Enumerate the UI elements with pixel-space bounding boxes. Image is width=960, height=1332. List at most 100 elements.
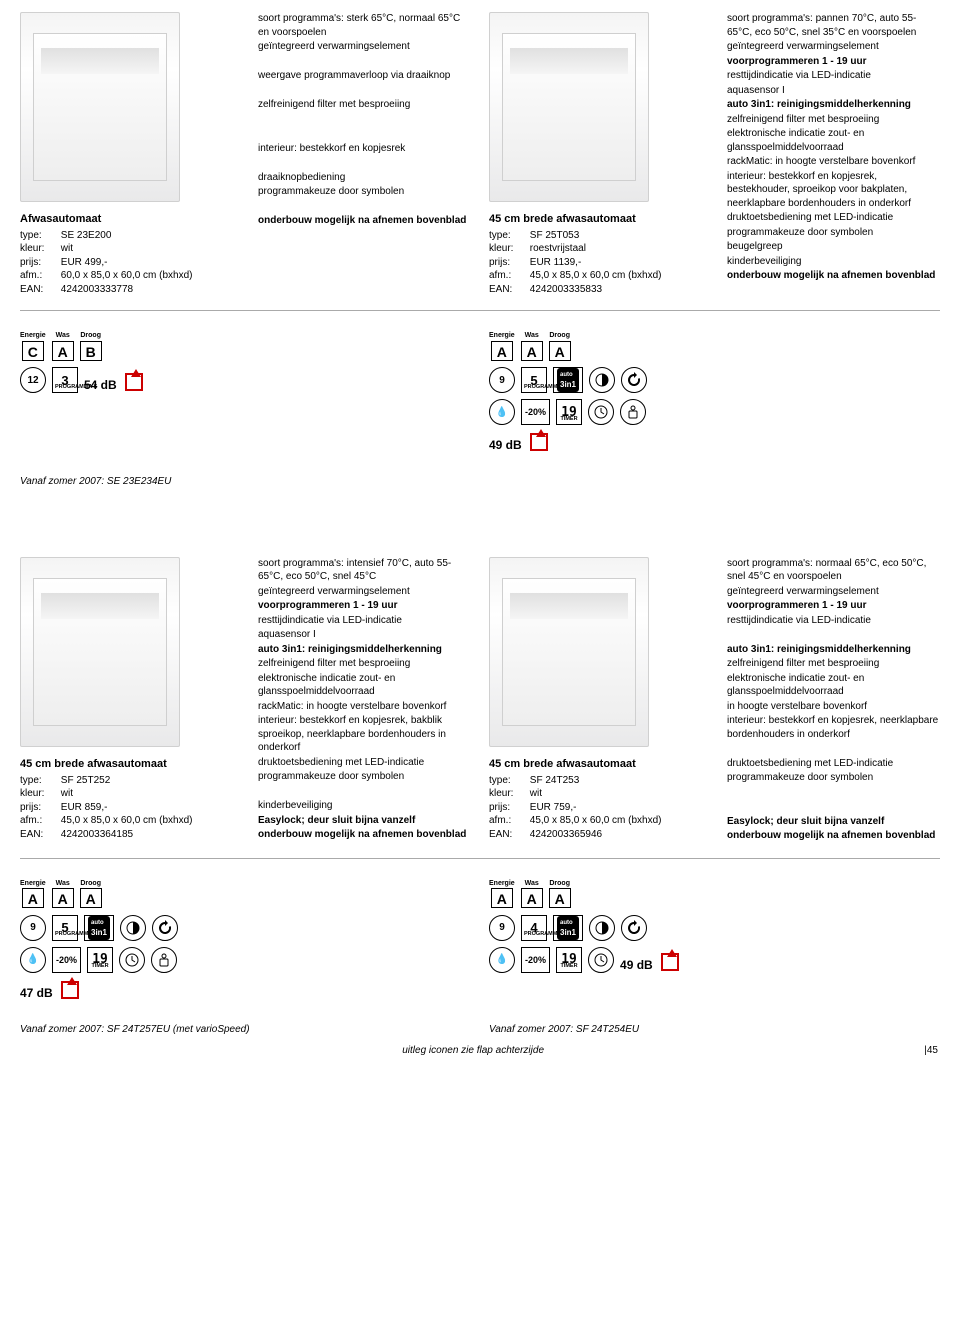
product-meta: type: SF 25T053 kleur: roestvrijstaal pr… <box>489 229 709 297</box>
meta-value: wit <box>61 788 73 799</box>
upper-notes-row: Vanaf zomer 2007: SE 23E234EU <box>20 461 940 489</box>
divider <box>20 310 940 311</box>
minus20-icon: -20% <box>521 947 550 973</box>
product-title: 45 cm brede afwasautomaat <box>489 212 709 227</box>
meta-value: 4242003335833 <box>530 284 602 295</box>
timer-icon: 19TIMER <box>87 947 113 973</box>
efficiency-droog-icon: DroogB <box>80 331 102 361</box>
meta-label: afm.: <box>20 814 58 828</box>
description-line: elektronische indicatie zout- en glanssp… <box>727 127 940 154</box>
description-line: voorprogrammeren 1 - 19 uur <box>727 599 940 613</box>
meta-value: 45,0 x 85,0 x 60,0 cm (bxhxd) <box>530 270 662 281</box>
efficiency-energie-icon: EnergieA <box>489 331 515 361</box>
programs-count-icon: 5PROGRAMMA'S <box>52 915 78 941</box>
product-1-icons: EnergieCWasADroogB123PROGRAMMA'S54 dB <box>20 325 471 453</box>
meta-label: kleur: <box>20 787 58 801</box>
product-2-icons: EnergieAWasADroogA95PROGRAMMA'Sauto3in1💧… <box>489 325 940 453</box>
description-line: beugelgreep <box>727 240 940 254</box>
meta-value: EUR 1139,- <box>530 257 582 268</box>
overflow-protection-icon <box>123 371 145 393</box>
description-line: resttijdindicatie via LED-indicatie <box>258 614 471 628</box>
meta-value: 4242003333778 <box>61 284 133 295</box>
meta-label: EAN: <box>20 283 58 297</box>
description-line <box>258 200 471 214</box>
description-line: zelfreinigend filter met besproeiing <box>258 657 471 671</box>
description-line: kinderbeveiliging <box>727 255 940 269</box>
description-line: auto 3in1: reinigingsmiddelherkenning <box>727 98 940 112</box>
meta-label: prijs: <box>489 801 527 815</box>
description-line: elektronische indicatie zout- en glanssp… <box>727 672 940 699</box>
meta-value: SF 25T252 <box>61 775 110 786</box>
auto-3in1-icon: auto3in1 <box>553 915 583 941</box>
product-title: 45 cm brede afwasautomaat <box>489 757 709 772</box>
lower-icons-row: EnergieAWasADroogA95PROGRAMMA'Sauto3in1💧… <box>20 873 940 1001</box>
efficiency-droog-icon: DroogA <box>549 879 571 909</box>
description-line <box>258 156 471 170</box>
description-line: soort programma's: intensief 70°C, auto … <box>258 557 471 584</box>
efficiency-energie-icon: EnergieA <box>20 879 46 909</box>
description-line: zelfreinigend filter met besproeiing <box>258 98 471 112</box>
footer-caption: uitleg iconen zie flap achterzijde <box>402 1044 544 1058</box>
product-note: Vanaf zomer 2007: SE 23E234EU <box>20 475 471 489</box>
product-note: Vanaf zomer 2007: SF 24T254EU <box>489 1023 940 1037</box>
description-line: druktoetsbediening met LED-indicatie <box>727 757 940 771</box>
efficiency-was-icon: WasA <box>52 331 74 361</box>
product-1-desc: soort programma's: sterk 65°C, normaal 6… <box>258 12 471 296</box>
meta-value: EUR 759,- <box>530 802 577 813</box>
meta-label: afm.: <box>489 814 527 828</box>
page-number: |45 <box>924 1044 938 1058</box>
meta-label: prijs: <box>20 256 58 270</box>
meta-value: 45,0 x 85,0 x 60,0 cm (bxhxd) <box>530 815 662 826</box>
meta-value: 45,0 x 85,0 x 60,0 cm (bxhxd) <box>61 815 193 826</box>
description-line <box>258 84 471 98</box>
meta-value: SF 24T253 <box>530 775 579 786</box>
meta-label: kleur: <box>20 242 58 256</box>
timer-icon: 19TIMER <box>556 399 582 425</box>
product-3-icons: EnergieAWasADroogA95PROGRAMMA'Sauto3in1💧… <box>20 873 471 1001</box>
product-title: Afwasautomaat <box>20 212 240 227</box>
divider <box>20 858 940 859</box>
product-meta: type: SF 24T253 kleur: wit prijs: EUR 75… <box>489 774 709 842</box>
overflow-protection-icon <box>528 431 550 453</box>
product-4-desc: soort programma's: normaal 65°C, eco 50°… <box>727 557 940 844</box>
description-line: druktoetsbediening met LED-indicatie <box>258 756 471 770</box>
meta-value: SF 25T053 <box>530 230 579 241</box>
efficiency-energie-icon: EnergieA <box>489 879 515 909</box>
liters-icon: 12 <box>20 367 46 393</box>
meta-value: EUR 859,- <box>61 802 108 813</box>
description-line: weergave programmaverloop via draaiknop <box>258 69 471 83</box>
meta-label: type: <box>20 229 58 243</box>
description-line: auto 3in1: reinigingsmiddelherkenning <box>727 643 940 657</box>
description-line: aquasensor I <box>727 84 940 98</box>
description-line: auto 3in1: reinigingsmiddelherkenning <box>258 643 471 657</box>
product-note: Vanaf zomer 2007: SF 24T257EU (met vario… <box>20 1023 471 1037</box>
product-2-meta: 45 cm brede afwasautomaat type: SF 25T05… <box>489 12 709 296</box>
description-line: soort programma's: normaal 65°C, eco 50°… <box>727 557 940 584</box>
description-line: resttijdindicatie via LED-indicatie <box>727 69 940 83</box>
meta-label: prijs: <box>489 256 527 270</box>
description-line: soort programma's: sterk 65°C, normaal 6… <box>258 12 471 39</box>
product-meta: type: SF 25T252 kleur: wit prijs: EUR 85… <box>20 774 240 842</box>
efficiency-energie-icon: EnergieC <box>20 331 46 361</box>
half-load-icon <box>120 915 146 941</box>
description-line: programmakeuze door symbolen <box>258 770 471 784</box>
half-load-icon <box>589 915 615 941</box>
meta-value: roestvrijstaal <box>530 243 586 254</box>
minus20-icon: -20% <box>52 947 81 973</box>
meta-value: SE 23E200 <box>61 230 112 241</box>
cycle-icon <box>152 915 178 941</box>
meta-value: wit <box>530 788 542 799</box>
description-line: programmakeuze door symbolen <box>258 185 471 199</box>
description-line: Easylock; deur sluit bijna vanzelf <box>727 815 940 829</box>
description-line: onderbouw mogelijk na afnemen bovenblad <box>258 828 471 842</box>
description-line: onderbouw mogelijk na afnemen bovenblad <box>258 214 471 228</box>
meta-label: type: <box>20 774 58 788</box>
description-line: rackMatic: in hoogte verstelbare bovenko… <box>258 700 471 714</box>
meta-label: type: <box>489 229 527 243</box>
liters-icon: 9 <box>20 915 46 941</box>
description-line: zelfreinigend filter met besproeiing <box>727 657 940 671</box>
timer-icon: 19TIMER <box>556 947 582 973</box>
water-saving-icon: 💧 <box>489 399 515 425</box>
programs-count-icon: 3PROGRAMMA'S <box>52 367 78 393</box>
meta-value: wit <box>61 243 73 254</box>
